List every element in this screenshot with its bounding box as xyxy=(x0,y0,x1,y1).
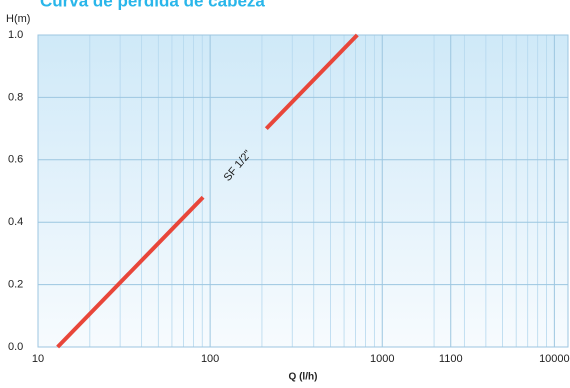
y-tick-label: 1.0 xyxy=(8,29,23,41)
y-tick-label: 0.8 xyxy=(8,91,23,103)
line-series xyxy=(264,33,359,130)
chart-title: Curva de pérdida de cabeza xyxy=(40,0,265,10)
line-series xyxy=(56,195,205,349)
y-tick-label: 0.2 xyxy=(8,279,23,291)
x-tick-label: 1100 xyxy=(439,353,463,365)
y-tick-label: 0.0 xyxy=(8,341,23,353)
y-tick-label: 0.6 xyxy=(8,154,23,166)
x-axis-label: Q (l/h) xyxy=(289,372,318,383)
y-axis-label: H(m) xyxy=(6,13,30,25)
x-tick-label: 10 xyxy=(32,353,44,365)
x-tick-label: 1000 xyxy=(370,353,394,365)
x-tick-label: 10000 xyxy=(539,353,570,365)
x-tick-label: 100 xyxy=(201,353,219,365)
y-tick-label: 0.4 xyxy=(8,216,23,228)
plot-area xyxy=(37,34,569,348)
